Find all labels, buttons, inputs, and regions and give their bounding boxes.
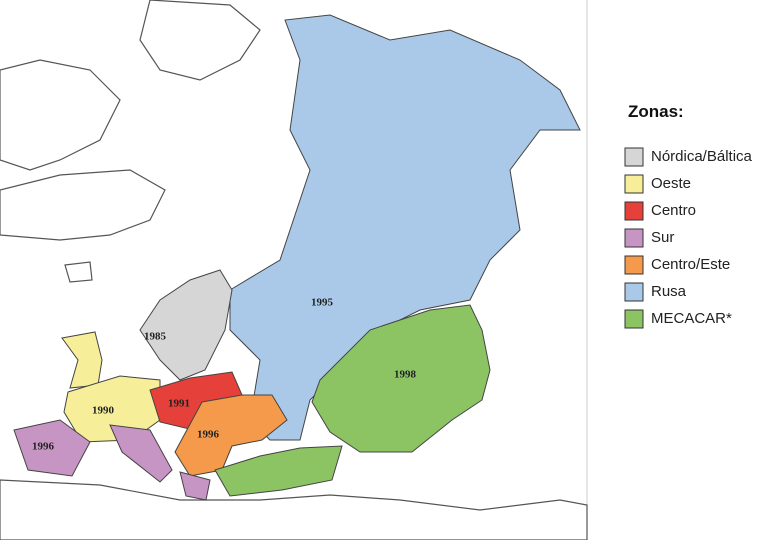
greenland-outline — [0, 59, 121, 171]
legend-swatch — [624, 174, 644, 194]
legend-label: Centro — [651, 202, 696, 219]
regions — [13, 14, 581, 501]
zone-nordica — [139, 269, 233, 381]
arctic-islands-outline — [0, 169, 166, 241]
zone-sur — [179, 471, 211, 501]
legend-label: Oeste — [651, 175, 691, 192]
legend-label: Nórdica/Báltica — [651, 148, 753, 165]
map-label: 1985 — [144, 331, 167, 343]
zone-centro-este — [174, 394, 288, 477]
legend-label: Sur — [651, 229, 674, 246]
map-label: 1991 — [168, 398, 190, 410]
zone-rusa — [229, 14, 581, 441]
zone-mecacar — [311, 304, 491, 453]
legend-swatch — [624, 309, 644, 329]
map-label: 1990 — [92, 405, 115, 417]
legend-swatch — [624, 228, 644, 248]
map-label: 1995 — [311, 297, 334, 309]
africa-asia-outline — [0, 479, 588, 540]
map-label: 1996 — [32, 441, 55, 453]
zone-mecacar — [214, 445, 343, 497]
legend-swatch — [624, 147, 644, 167]
map-label: 1996 — [197, 429, 220, 441]
zone-sur — [13, 419, 91, 477]
map-labels: 1985 1990 1991 1996 1996 1995 1998 — [32, 297, 417, 453]
map-label: 1998 — [394, 369, 417, 381]
legend-label: Rusa — [651, 283, 687, 300]
zone-sur — [109, 424, 173, 483]
legend: Zonas: Nórdica/Báltica Oeste Centro Sur Cent… — [624, 102, 753, 329]
legend-label: Centro/Este — [651, 256, 730, 273]
legend-swatch — [624, 255, 644, 275]
arctic-islands-outline — [139, 0, 261, 81]
legend-swatch — [624, 201, 644, 221]
legend-label: MECACAR* — [651, 310, 732, 327]
land-outlines — [0, 0, 588, 540]
legend-title: Zonas: — [628, 102, 684, 121]
iceland-outline — [64, 261, 93, 283]
legend-swatch — [624, 282, 644, 302]
